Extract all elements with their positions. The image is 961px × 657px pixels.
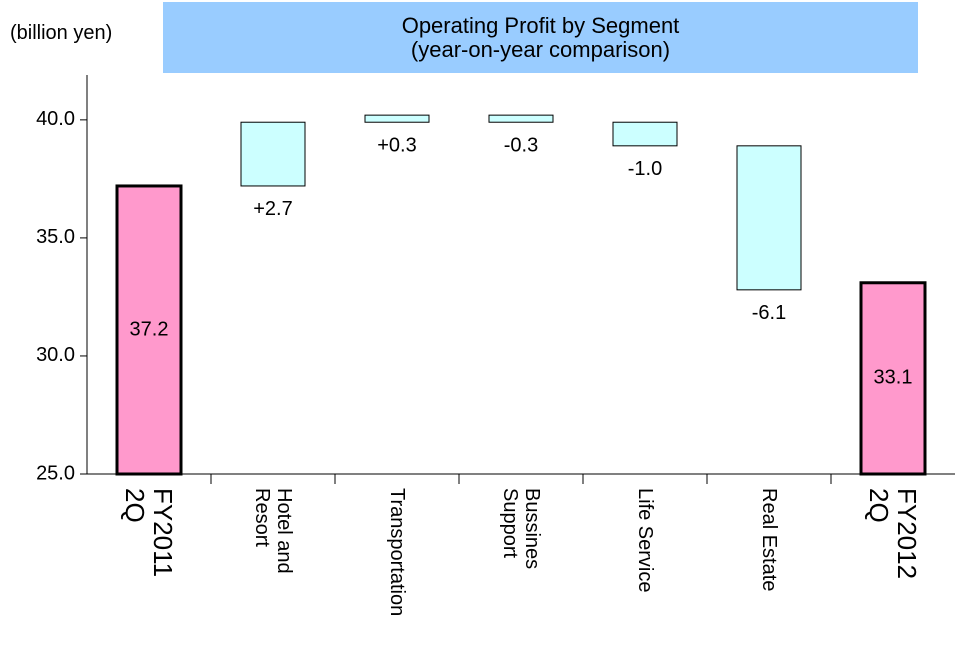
x-tick-label: Transportation [386,488,408,617]
y-tick-label: 30.0 [36,344,75,366]
y-axis-label: (billion yen) [10,22,113,44]
x-tick-label: Life Service [634,488,656,593]
total-bar [859,281,927,476]
change-bar [240,121,306,187]
x-tick-label: FY2012 2Q [864,488,922,580]
data-label: +2.7 [253,198,292,220]
change-bar [364,114,430,123]
data-label: 33.1 [874,367,913,389]
x-tick-label: Hotel and Resort [251,488,295,574]
chart-title: Operating Profit by Segment (year-on-yea… [163,2,918,73]
x-tick-label: Real Estate [758,488,780,592]
y-tick-label: 35.0 [36,226,75,248]
y-tick-label: 40.0 [36,108,75,130]
change-bar [488,114,554,123]
data-label: -6.1 [752,302,786,324]
data-label: -1.0 [628,158,662,180]
data-label: +0.3 [377,135,416,157]
total-bar [115,184,183,476]
change-bar [612,121,678,147]
data-label: -0.3 [504,135,538,157]
x-tick-label: Bussines Support [499,488,543,570]
data-label: 37.2 [130,318,169,340]
y-tick-label: 25.0 [36,462,75,484]
change-bar [736,145,802,291]
x-tick-label: FY2011 2Q [120,488,178,578]
